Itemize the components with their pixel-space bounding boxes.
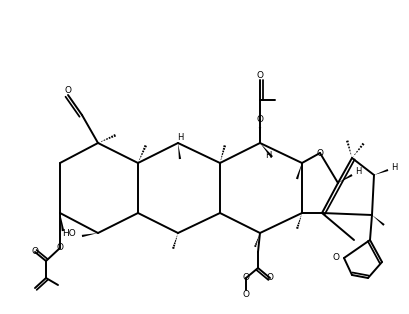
Text: O: O xyxy=(256,116,263,124)
Polygon shape xyxy=(337,174,352,183)
Text: O: O xyxy=(256,71,263,80)
Polygon shape xyxy=(295,163,301,179)
Polygon shape xyxy=(258,127,261,143)
Text: O: O xyxy=(316,149,323,158)
Text: O: O xyxy=(56,243,63,252)
Polygon shape xyxy=(371,215,384,226)
Text: HO: HO xyxy=(62,229,76,237)
Text: O: O xyxy=(242,290,249,299)
Polygon shape xyxy=(60,213,64,231)
Text: O: O xyxy=(266,273,273,283)
Text: O: O xyxy=(242,273,249,283)
Text: H: H xyxy=(354,166,360,176)
Text: O: O xyxy=(332,253,339,263)
Text: O: O xyxy=(64,86,71,95)
Text: O: O xyxy=(31,247,38,257)
Polygon shape xyxy=(259,143,272,158)
Text: H: H xyxy=(390,163,396,171)
Polygon shape xyxy=(178,143,181,159)
Polygon shape xyxy=(81,233,98,237)
Text: H: H xyxy=(264,150,270,160)
Polygon shape xyxy=(373,169,387,175)
Text: H: H xyxy=(176,133,183,143)
